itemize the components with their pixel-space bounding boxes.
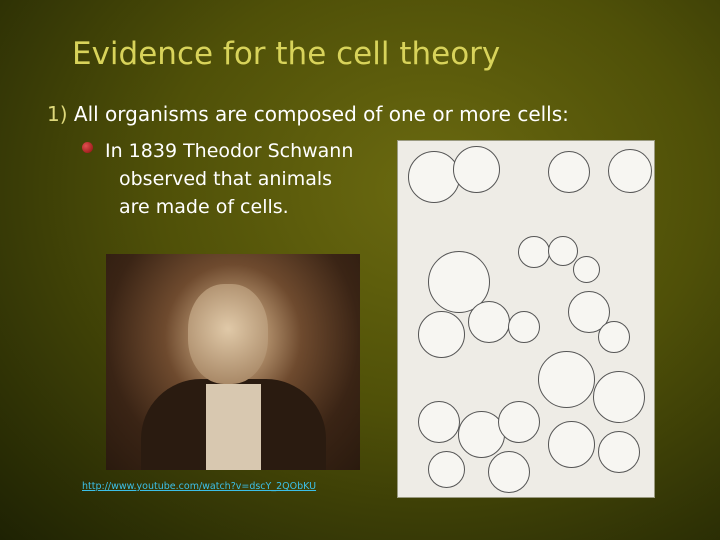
cell-sketch (428, 451, 465, 488)
cell-sketch (453, 146, 500, 193)
cell-sketch (598, 321, 630, 353)
point-text: All organisms are composed of one or mor… (73, 102, 569, 126)
cell-sketch (548, 236, 578, 266)
sub-point-line: are made of cells. (119, 196, 289, 218)
cell-sketch (608, 149, 652, 193)
cell-sketch (418, 311, 465, 358)
main-point: 1) All organisms are composed of one or … (47, 102, 569, 126)
schwann-portrait (106, 254, 360, 470)
portrait-shirt (206, 384, 261, 470)
cell-sketch (508, 311, 540, 343)
portrait-head (188, 284, 268, 384)
cell-drawings (397, 140, 655, 498)
point-number: 1) (47, 102, 68, 126)
cell-sketch (498, 401, 540, 443)
cell-sketch (518, 236, 550, 268)
cell-sketch (408, 151, 460, 203)
cell-sketch (458, 411, 505, 458)
sub-point-line: In 1839 Theodor Schwann (105, 140, 354, 162)
cell-sketch (573, 256, 600, 283)
cell-sketch (418, 401, 460, 443)
cell-sketch (488, 451, 530, 493)
youtube-link[interactable]: http://www.youtube.com/watch?v=dscY_2QOb… (82, 481, 317, 492)
sub-point-line: observed that animals (119, 168, 333, 190)
cell-sketch (598, 431, 640, 473)
slide-title: Evidence for the cell theory (72, 36, 501, 72)
sub-point: In 1839 Theodor Schwann observed that an… (105, 137, 405, 221)
cell-sketch (593, 371, 645, 423)
cell-sketch (538, 351, 595, 408)
cell-sketch (548, 421, 595, 468)
cell-sketch (468, 301, 510, 343)
cell-sketch (548, 151, 590, 193)
bullet-icon (82, 142, 93, 153)
